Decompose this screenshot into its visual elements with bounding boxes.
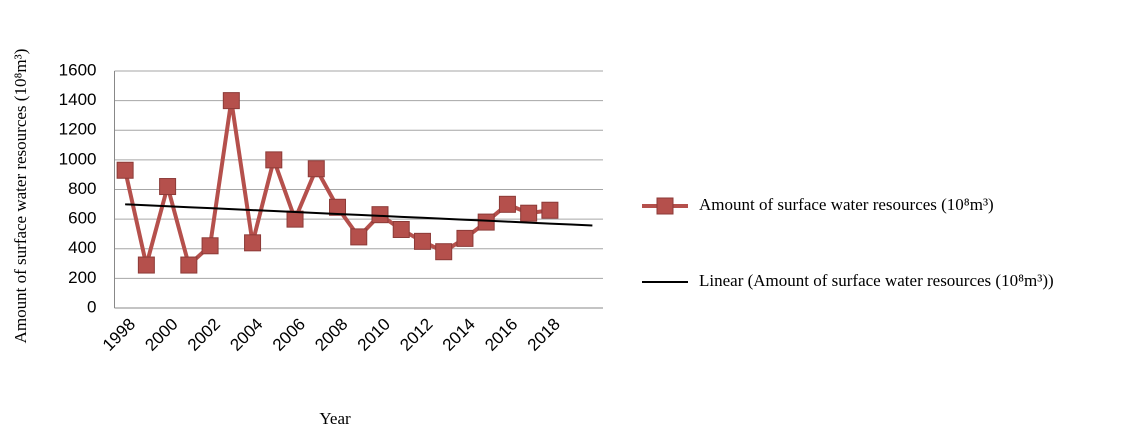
x-tick-label: 2010 bbox=[354, 315, 394, 355]
marker bbox=[392, 220, 410, 238]
marker bbox=[541, 201, 559, 219]
marker bbox=[477, 213, 495, 231]
y-axis-title: Amount of surface water resources (10⁸m³… bbox=[11, 49, 30, 344]
y-tick-label: 1200 bbox=[59, 120, 97, 139]
marker bbox=[116, 161, 134, 179]
x-tick-label: 2002 bbox=[184, 315, 224, 355]
y-tick-label: 1600 bbox=[59, 60, 97, 79]
marker bbox=[329, 198, 347, 216]
x-tick-label: 2012 bbox=[396, 315, 436, 355]
marker bbox=[520, 204, 538, 222]
x-tick-label: 1998 bbox=[99, 315, 139, 355]
marker bbox=[456, 229, 474, 247]
x-tick-label: 2014 bbox=[439, 315, 479, 355]
marker bbox=[244, 234, 262, 252]
x-tick-label: 2008 bbox=[311, 315, 351, 355]
marker bbox=[137, 256, 155, 274]
x-axis-title: Year bbox=[319, 409, 351, 428]
legend-label: Amount of surface water resources (10⁸m³… bbox=[699, 195, 994, 214]
y-tick-label: 0 bbox=[87, 297, 96, 316]
marker bbox=[180, 256, 198, 274]
x-tick-label: 2016 bbox=[481, 315, 521, 355]
marker bbox=[265, 151, 283, 169]
series-line bbox=[123, 100, 551, 269]
marker bbox=[307, 160, 325, 178]
y-tick-label: 200 bbox=[68, 268, 96, 287]
y-tick-label: 600 bbox=[68, 209, 96, 228]
marker bbox=[201, 237, 219, 255]
marker bbox=[413, 232, 431, 250]
x-tick-label: 2006 bbox=[269, 315, 309, 355]
marker bbox=[350, 228, 368, 246]
y-tick-label: 800 bbox=[68, 179, 96, 198]
marker bbox=[222, 92, 240, 110]
x-tick-label: 2004 bbox=[226, 315, 266, 355]
legend-marker bbox=[656, 197, 674, 215]
series-line bbox=[125, 203, 593, 227]
marker bbox=[498, 195, 516, 213]
legend-label: Linear (Amount of surface water resource… bbox=[699, 271, 1054, 290]
y-tick-label: 1000 bbox=[59, 149, 97, 168]
marker bbox=[435, 243, 453, 261]
y-tick-label: 400 bbox=[68, 238, 96, 257]
x-tick-label: 2018 bbox=[524, 315, 564, 355]
marker bbox=[159, 178, 177, 196]
y-tick-label: 1400 bbox=[59, 90, 97, 109]
marker bbox=[286, 210, 304, 228]
x-tick-label: 2000 bbox=[141, 315, 181, 355]
